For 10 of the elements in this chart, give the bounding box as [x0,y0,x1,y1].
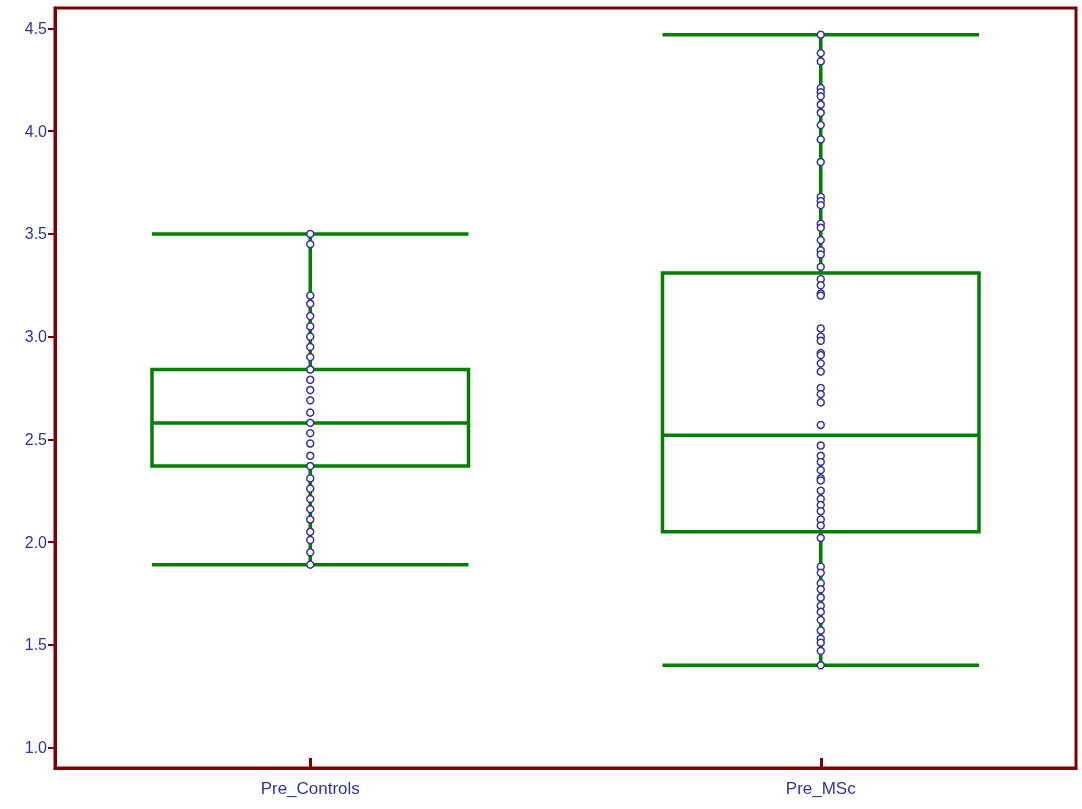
x-tick-label: Pre_Controls [260,779,360,798]
y-tick-label: 1.5 [24,636,48,654]
y-tick-label: 1.0 [24,738,48,756]
x-tick-label: Pre_MSc [785,779,857,798]
y-tick-label: 4.0 [24,122,48,140]
y-tick-label: 3.5 [24,225,48,243]
y-tick-label: 4.5 [24,20,48,38]
y-tick-label: 3.0 [24,328,48,346]
y-tick-label: 2.0 [24,533,48,551]
y-tick-label: 2.5 [24,430,48,448]
